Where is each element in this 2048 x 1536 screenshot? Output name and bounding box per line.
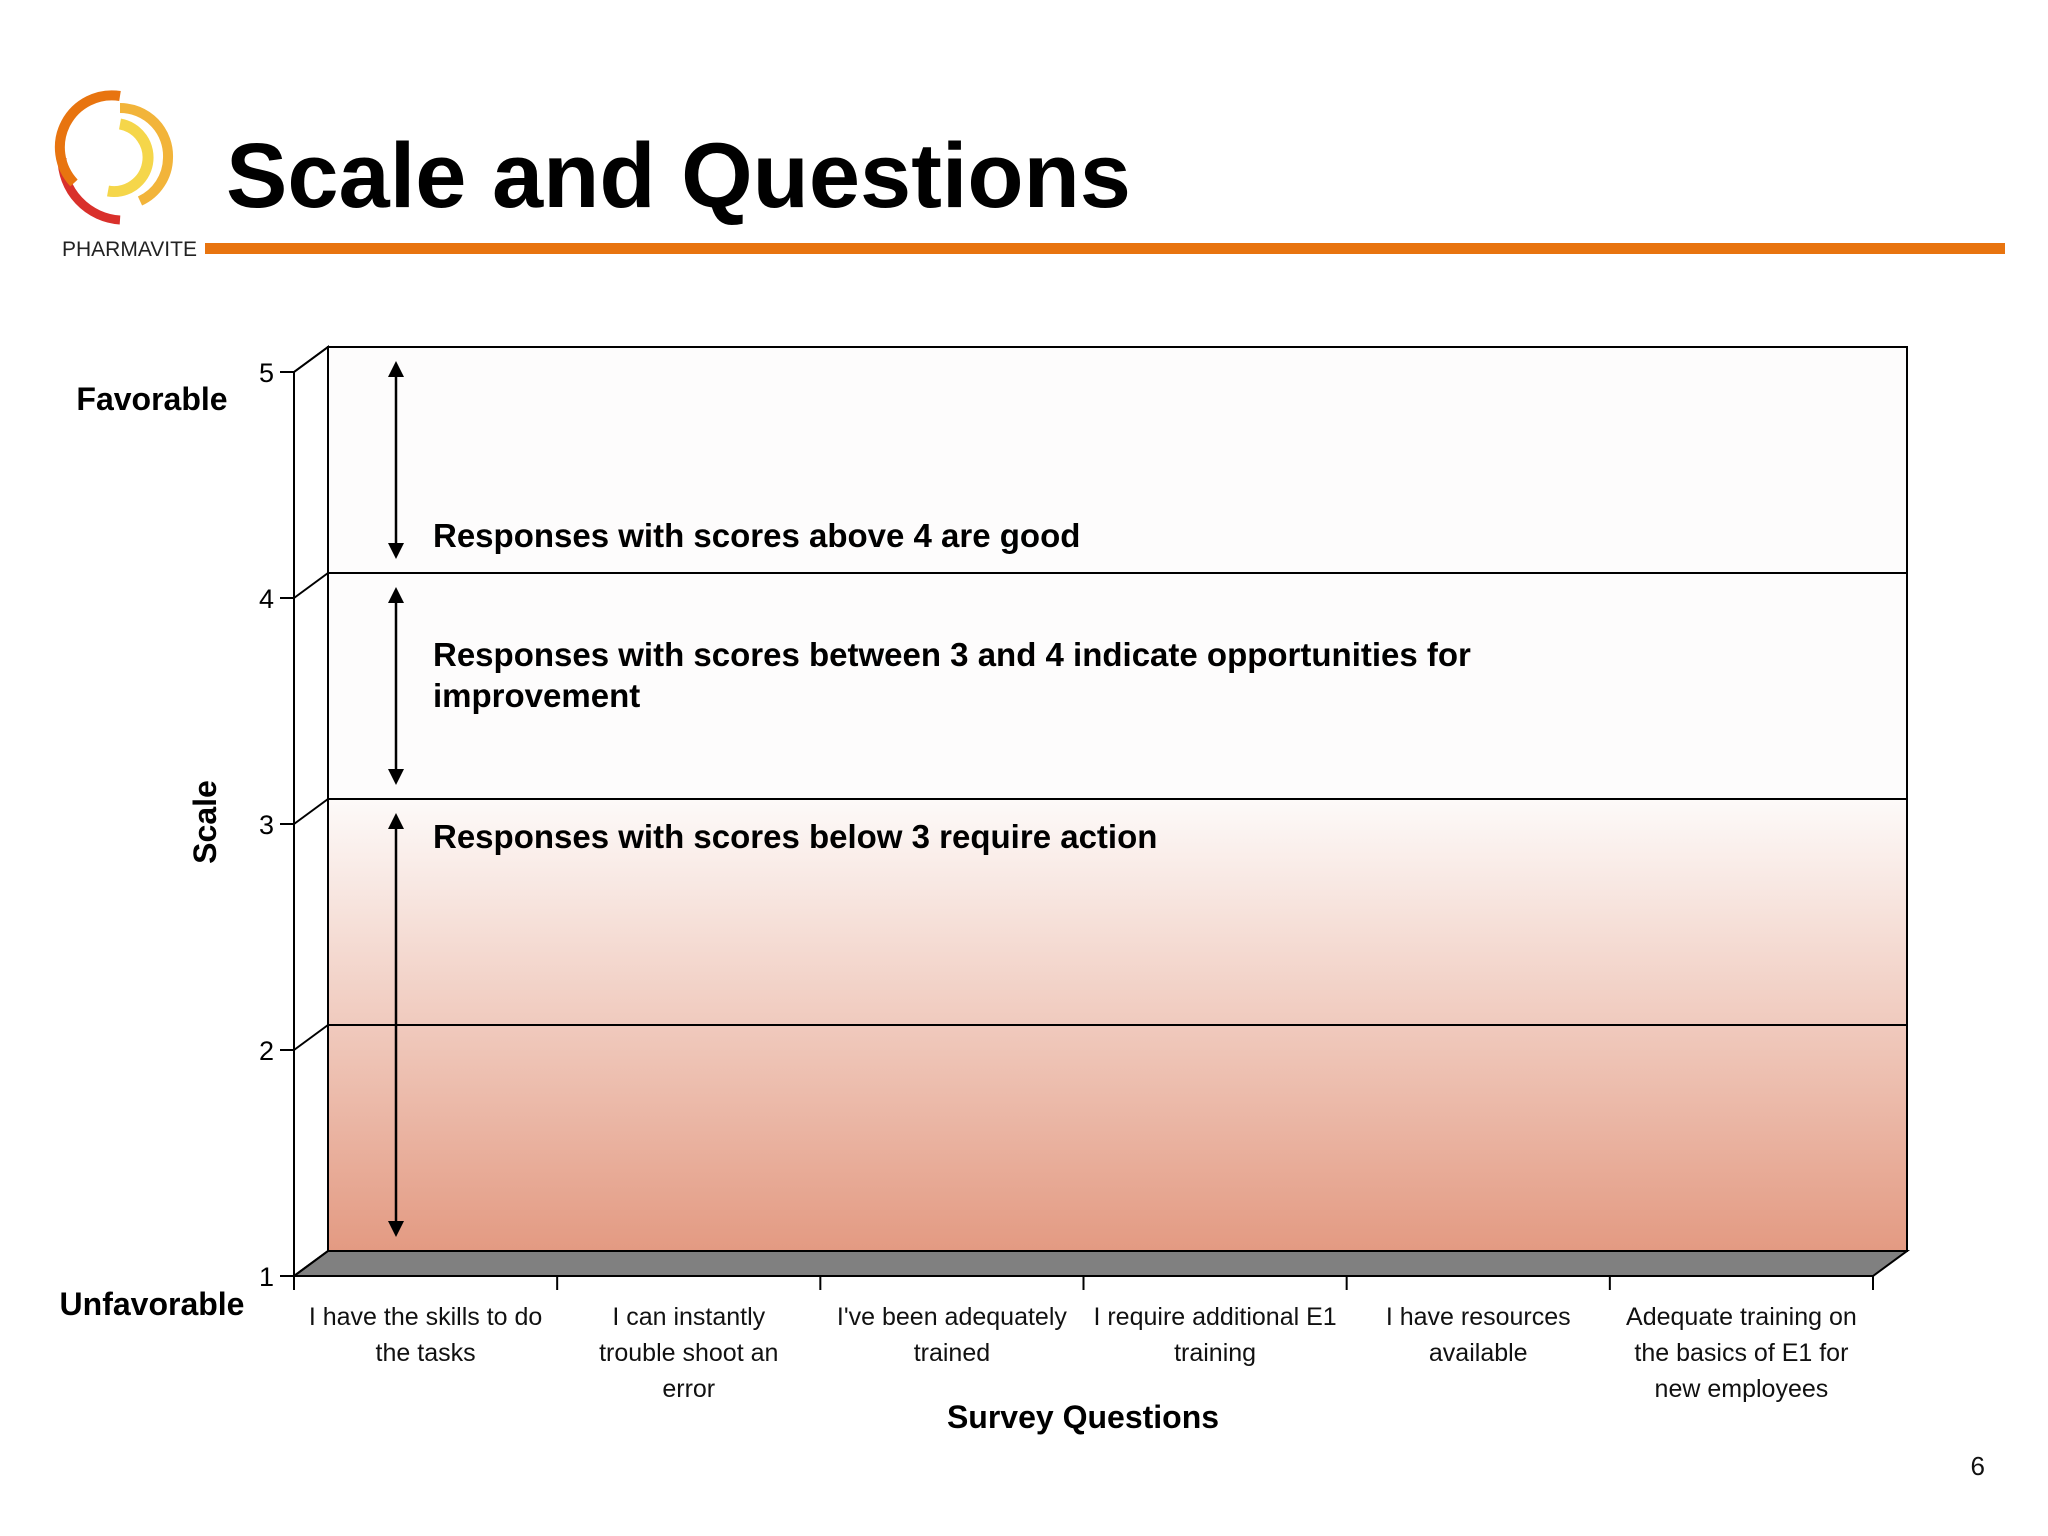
y-depth-line-2 xyxy=(293,1024,329,1051)
logo-arc-yellow xyxy=(107,118,154,198)
title-accent-bar xyxy=(205,243,2005,254)
y-depth-line-1 xyxy=(293,1250,329,1277)
pharmavite-logo-icon xyxy=(54,90,174,225)
x-category-label: trouble shoot an xyxy=(599,1339,778,1367)
y-tick-label: 1 xyxy=(259,1262,274,1292)
x-category-label: Adequate training on xyxy=(1626,1303,1857,1331)
page-title: Scale and Questions xyxy=(226,125,1131,227)
x-category-label: the basics of E1 for xyxy=(1634,1339,1848,1367)
logo-text: PHARMAVITE xyxy=(62,238,197,261)
arrow-up-head-icon xyxy=(388,587,404,603)
y-depth-line-4 xyxy=(293,572,329,599)
x-category-label: I have the skills to do xyxy=(309,1303,542,1331)
y-tick-label: 2 xyxy=(259,1036,274,1066)
arrow-down-head-icon xyxy=(388,543,404,559)
y-tick-label: 3 xyxy=(259,810,274,840)
pharmavite-logo: PHARMAVITE xyxy=(50,88,197,261)
logo-arc-gold xyxy=(119,102,174,206)
y-tick-label: 5 xyxy=(259,358,274,388)
x-category-label: I require additional E1 xyxy=(1093,1303,1336,1331)
arrow-up-head-icon xyxy=(388,813,404,829)
band-annotation: Responses with scores above 4 are good xyxy=(433,517,1080,554)
x-category-label: I have resources xyxy=(1386,1303,1571,1331)
chart-floor xyxy=(290,1250,1911,1277)
x-category-label: training xyxy=(1174,1339,1256,1367)
x-category-label: available xyxy=(1429,1339,1528,1367)
x-axis-title: Survey Questions xyxy=(947,1399,1219,1435)
logo-arc-orange xyxy=(54,90,121,187)
y-axis-title: Scale xyxy=(187,780,223,864)
page-number: 6 xyxy=(1970,1451,1985,1481)
band-annotation: improvement xyxy=(433,677,640,714)
x-category-label: new employees xyxy=(1655,1375,1829,1403)
y-depth-line-5 xyxy=(293,346,329,373)
arrow-down-head-icon xyxy=(388,1221,404,1237)
x-category-label: error xyxy=(662,1375,715,1403)
arrow-down-head-icon xyxy=(388,769,404,785)
arrow-up-head-icon xyxy=(388,361,404,377)
x-category-label: the tasks xyxy=(376,1339,476,1367)
band-annotation: Responses with scores between 3 and 4 in… xyxy=(433,636,1471,673)
x-category-label: I can instantly xyxy=(612,1303,765,1331)
y-label-unfavorable: Unfavorable xyxy=(60,1286,245,1322)
y-tick-label: 4 xyxy=(259,584,274,614)
x-category-label: I've been adequately xyxy=(837,1303,1067,1331)
band-annotation: Responses with scores below 3 require ac… xyxy=(433,818,1157,855)
y-label-favorable: Favorable xyxy=(76,381,227,417)
y-depth-line-3 xyxy=(293,798,329,825)
x-category-label: trained xyxy=(914,1339,990,1367)
